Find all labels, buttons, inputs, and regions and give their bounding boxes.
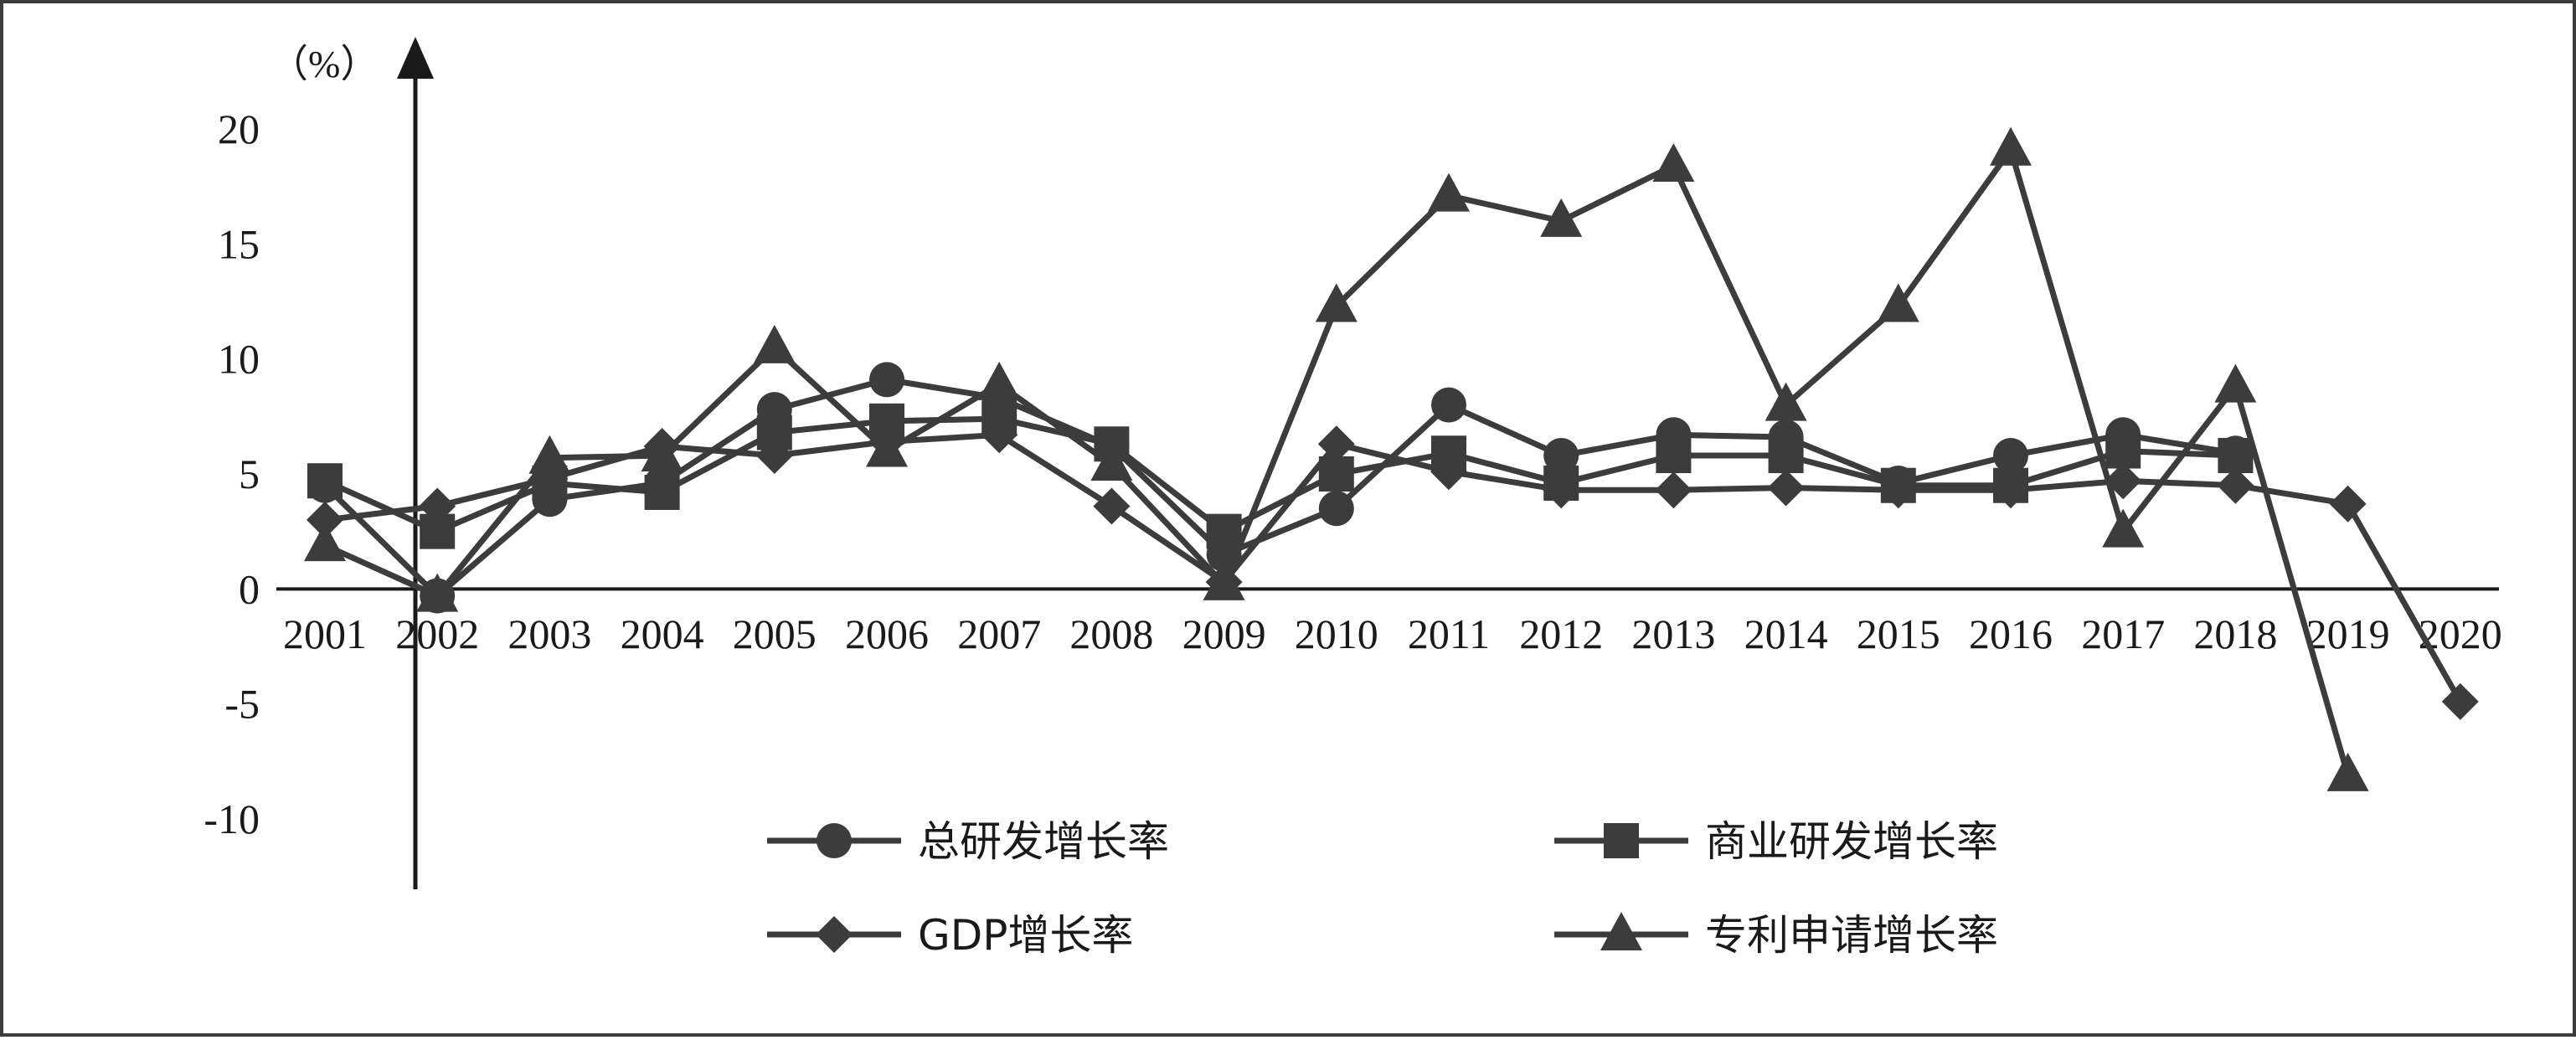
data-point [2329, 485, 2367, 523]
x-tick-label: 2005 [733, 610, 817, 657]
x-tick-label: 2012 [1519, 610, 1603, 657]
y-axis-unit-label: （%） [270, 43, 379, 85]
data-point [1992, 471, 2029, 509]
legend-item: GDP增长率 [767, 911, 1133, 960]
x-tick-label: 2009 [1182, 610, 1266, 657]
x-tick-label: 2010 [1295, 610, 1378, 657]
y-tick-labels: 20 15 10 5 0 -5 -10 [204, 106, 260, 842]
data-point [1543, 438, 1579, 474]
x-tick-label: 2018 [2193, 610, 2277, 657]
x-tick-label: 2002 [395, 610, 479, 657]
data-point [528, 435, 571, 474]
data-point [2217, 466, 2254, 504]
legend-label: GDP增长率 [918, 911, 1133, 960]
legend-label: 专利申请增长率 [1705, 911, 1998, 960]
legend-circle-icon [817, 823, 852, 858]
legend-diamond-icon [816, 916, 853, 953]
data-point [2326, 752, 2369, 791]
data-point [1879, 471, 1917, 509]
data-point [416, 573, 459, 612]
series-line [324, 431, 2463, 703]
data-point [981, 416, 1018, 454]
y-tick-label: -10 [204, 795, 260, 842]
data-point [2441, 682, 2479, 720]
x-tick-label: 2019 [2306, 610, 2390, 657]
data-point [2102, 508, 2145, 548]
data-point [2214, 363, 2257, 403]
data-point [1652, 142, 1695, 182]
data-point [978, 361, 1021, 400]
series-line [323, 415, 2236, 535]
x-tick-label: 2015 [1857, 610, 1940, 657]
data-point [1767, 469, 1805, 507]
y-tick-label: 0 [239, 565, 260, 612]
data-point [644, 474, 680, 510]
data-point [641, 433, 683, 472]
y-tick-label: 10 [218, 336, 260, 383]
data-point [1428, 172, 1470, 212]
data-point [1540, 198, 1583, 237]
y-tick-label: 5 [239, 450, 260, 497]
legend-label: 商业研发增长率 [1705, 817, 1998, 866]
data-point [755, 437, 793, 475]
data-point [1765, 382, 1807, 421]
x-tick-label: 2017 [2081, 610, 2165, 657]
x-tick-label: 2006 [845, 610, 929, 657]
data-point [1656, 438, 1692, 474]
data-point [1203, 561, 1245, 600]
x-tick-label: 2008 [1069, 610, 1153, 657]
data-point [1093, 487, 1131, 525]
y-tick-label: 15 [218, 220, 260, 267]
data-point [1990, 126, 2032, 166]
data-point [1431, 387, 1466, 423]
legend-square-icon [1604, 823, 1639, 858]
data-point [869, 362, 904, 398]
data-point [753, 324, 796, 363]
x-tick-label: 2001 [283, 610, 367, 657]
y-tick-label: 20 [218, 106, 260, 152]
series-triangle [304, 126, 2369, 791]
x-tick-label: 2007 [957, 610, 1041, 657]
series-layer [304, 126, 2479, 791]
x-tick-label: 2004 [621, 610, 704, 657]
data-point [1317, 425, 1355, 463]
data-point [1768, 438, 1804, 474]
data-point [304, 523, 346, 562]
data-point [1877, 283, 1919, 322]
x-tick-label: 2014 [1744, 610, 1828, 657]
data-point [1318, 491, 1354, 527]
data-point [1993, 438, 2028, 474]
x-tick-label: 2016 [1969, 610, 2053, 657]
data-point [307, 463, 343, 499]
data-point [1206, 513, 1242, 549]
axes: （%） [270, 37, 2499, 889]
legend: 总研发增长率 商业研发增长率 GDP增长率 专利申请增长率 [767, 817, 1998, 960]
legend-item: 专利申请增长率 [1554, 911, 1998, 960]
data-point [1543, 471, 1580, 509]
x-tick-label: 2003 [507, 610, 591, 657]
data-point [419, 487, 456, 525]
y-axis-arrow-icon [397, 37, 434, 79]
series-line [322, 376, 2236, 600]
series-square [307, 401, 2254, 549]
x-tick-label: 2013 [1631, 610, 1715, 657]
data-point [1655, 471, 1692, 509]
data-point [307, 501, 343, 538]
data-point [1430, 453, 1467, 491]
legend-triangle-icon [1600, 912, 1642, 950]
data-point [1315, 283, 1358, 322]
legend-item: 商业研发增长率 [1554, 817, 1998, 866]
x-tick-label: 2011 [1408, 610, 1490, 657]
y-tick-label: -5 [224, 681, 260, 728]
data-point [1090, 442, 1133, 481]
legend-item: 总研发增长率 [767, 817, 1169, 866]
legend-label: 总研发增长率 [918, 817, 1169, 866]
data-point [866, 428, 908, 467]
x-tick-labels: 2001 2002 2003 2004 2005 2006 2007 2008 2009 2010… [283, 610, 2502, 657]
